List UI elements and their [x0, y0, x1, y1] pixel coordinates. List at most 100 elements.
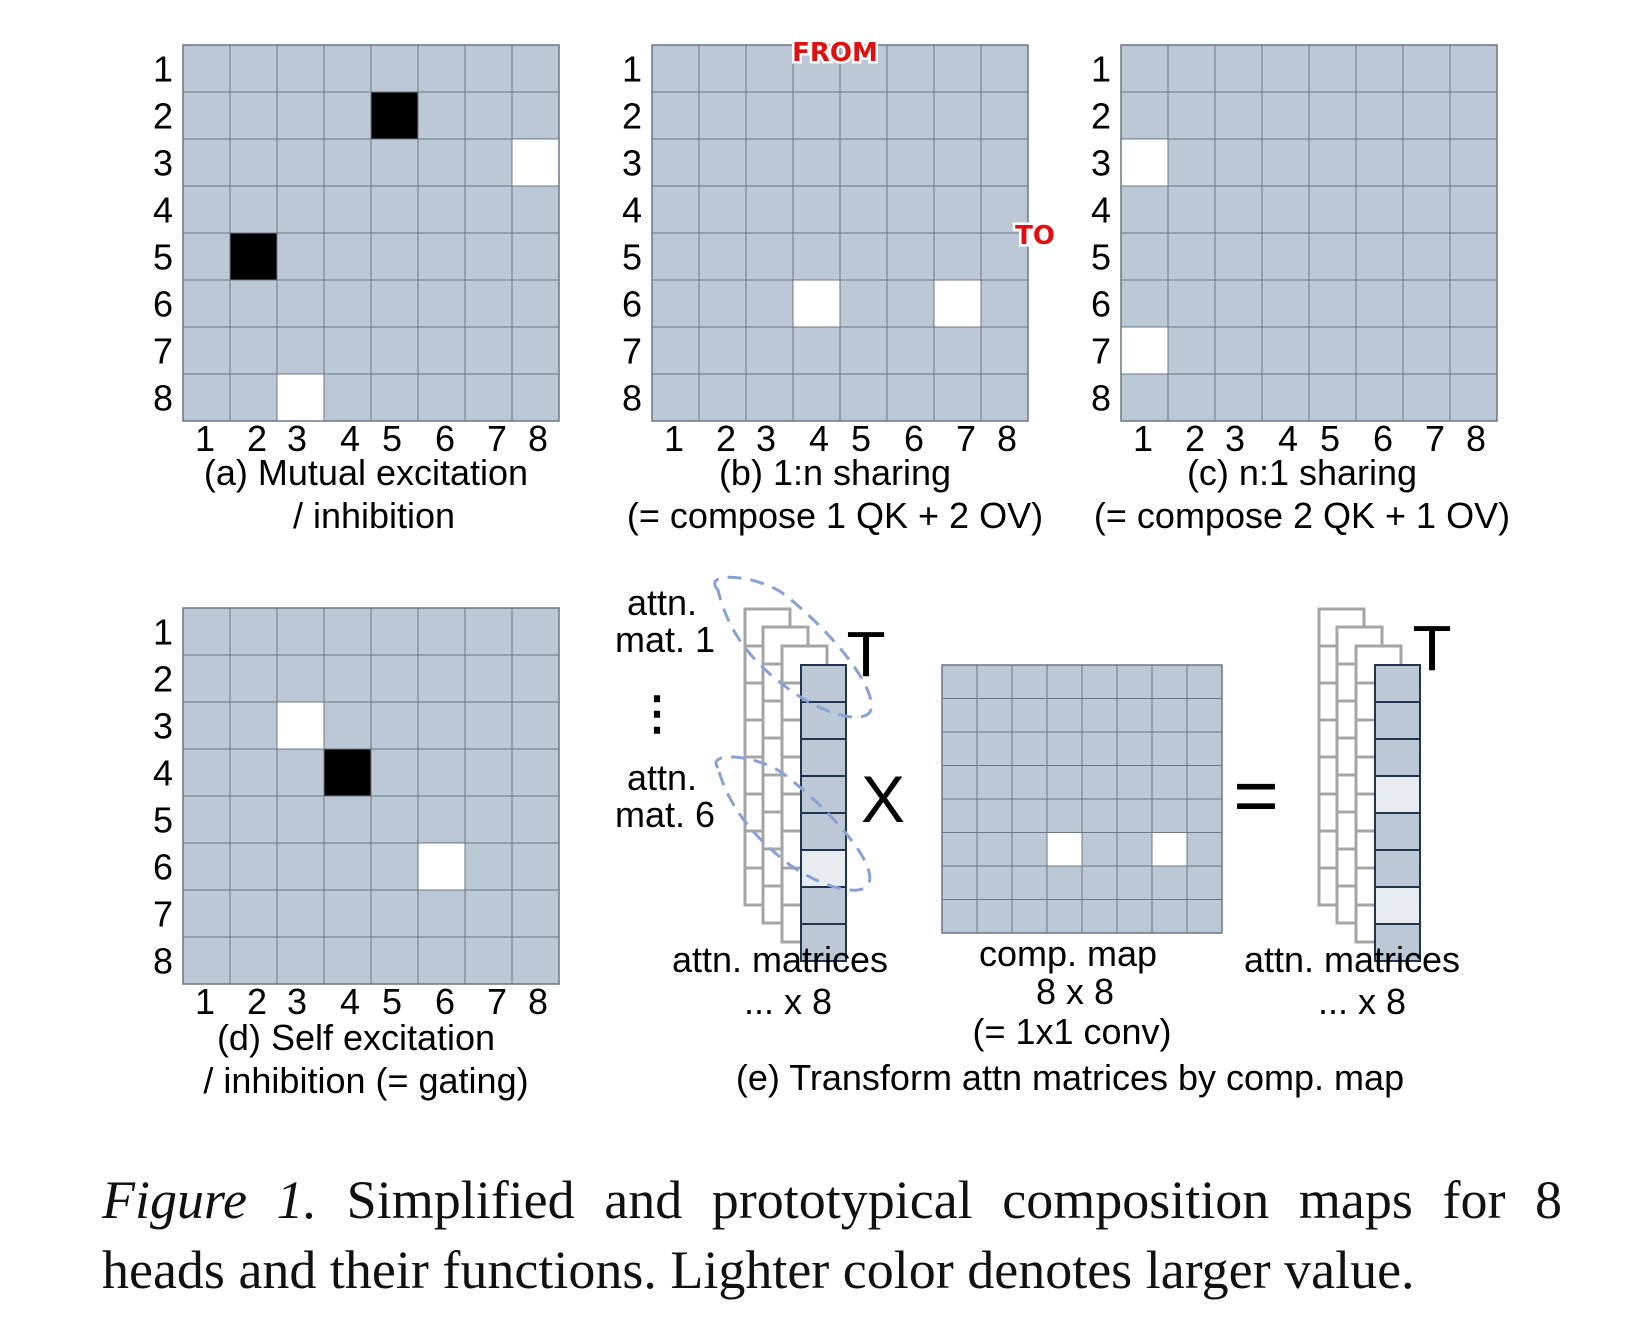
cell-r3-c1: [182, 701, 231, 750]
cell-r6-c4: [323, 842, 372, 891]
comp-cell-r1-c7: [1151, 664, 1188, 699]
attn-mat-6-label-line1: attn.: [627, 757, 697, 798]
cell-r1-c2: [229, 44, 278, 93]
left-stack-label-line2: ... x 8: [744, 981, 832, 1022]
cell-r4-c1: [651, 185, 700, 234]
row-label: 6: [1091, 284, 1111, 325]
panel-b-row-labels: 1 2 3 4 5 6 7 8: [622, 49, 642, 419]
cell-r2-c4: [323, 91, 372, 140]
cell-r4-c1: [1120, 185, 1169, 234]
row-label: 4: [1091, 190, 1111, 231]
comp-cell-r3-c2: [976, 731, 1013, 766]
cell-r7-c7: [464, 326, 513, 375]
cell-r6-c3: [276, 279, 325, 328]
panel-d-row-labels: 1 2 3 4 5 6 7 8: [153, 612, 173, 982]
cell-r6-c5: [370, 842, 419, 891]
cell-r3-c2: [229, 138, 278, 187]
cell-r1-c4: [1261, 44, 1310, 93]
cell-r8-c2: [229, 936, 278, 985]
cell-r5-c3: [745, 232, 794, 281]
cell-r4-c6: [417, 185, 466, 234]
cell-r4-c1: [182, 185, 231, 234]
cell-r1-c6: [417, 607, 466, 656]
cell-r6-c5: [370, 279, 419, 328]
row-label: 3: [153, 143, 173, 184]
cell-r3-c8: [980, 138, 1029, 187]
cell-r4-c2: [229, 185, 278, 234]
cell-r3-c5: [370, 138, 419, 187]
cell-r8-c8: [980, 373, 1029, 422]
cell-r2-c5: [839, 91, 888, 140]
cell-r1-c8: [511, 44, 560, 93]
col-label: 1: [195, 418, 215, 459]
cell-r5-c4: [792, 232, 841, 281]
comp-map-border: [941, 664, 1223, 934]
comp-cell-r6-c5: [1081, 832, 1118, 867]
cell-r6-c3: [745, 279, 794, 328]
cell-r1-c6: [417, 44, 466, 93]
comp-cell-r5-c6: [1116, 798, 1153, 833]
cell-r8-c2: [698, 373, 747, 422]
cell-r8-c8: [511, 373, 560, 422]
cell-r6-c2: [229, 842, 278, 891]
cell-r6-c1: [182, 842, 231, 891]
col-label: 4: [1278, 418, 1298, 459]
col-label: 7: [1425, 418, 1445, 459]
col-label: 8: [528, 981, 548, 1022]
cell-r7-c1: [182, 889, 231, 938]
comp-map-grid: [941, 664, 1223, 934]
cell-r3-c6: [1355, 138, 1404, 187]
cell-r7-c8: [511, 889, 560, 938]
cell-r8-c5: [370, 373, 419, 422]
comp-cell-r4-c5: [1081, 765, 1118, 800]
cell-r1-c3: [1214, 44, 1263, 93]
cell-r8-c1: [651, 373, 700, 422]
col-label: 2: [1185, 418, 1205, 459]
cell-r7-c8: [1449, 326, 1498, 375]
col-label: 3: [1225, 418, 1245, 459]
comp-cell-r4-c6: [1116, 765, 1153, 800]
comp-cell-r1-c8: [1186, 664, 1223, 699]
cell-r6-c4: [792, 279, 841, 328]
col-label: 1: [195, 981, 215, 1022]
cell-r8-c1: [182, 936, 231, 985]
cell-r6-c5: [1308, 279, 1357, 328]
cell-r7-c7: [464, 889, 513, 938]
comp-cell-r2-c6: [1116, 698, 1153, 733]
cell-r1-c2: [1167, 44, 1216, 93]
right-stack-front-cell-2: [1374, 701, 1421, 740]
attn-mat-1-label-line2: mat. 1: [615, 619, 715, 660]
to-label: TO: [1015, 221, 1055, 251]
cell-r6-c2: [229, 279, 278, 328]
right-stack-front-cell-3: [1374, 738, 1421, 777]
cell-r1-c1: [1120, 44, 1169, 93]
col-label: 7: [487, 981, 507, 1022]
cell-r5-c1: [182, 232, 231, 281]
cell-r2-c5: [370, 654, 419, 703]
cell-r4-c2: [698, 185, 747, 234]
left-stack-front-cell-6: [800, 849, 847, 888]
row-label: 7: [1091, 331, 1111, 372]
cell-r8-c4: [323, 936, 372, 985]
panel-c-caption-line2: (= compose 2 QK + 1 OV): [1094, 495, 1510, 536]
cell-r3-c1: [651, 138, 700, 187]
cell-r8-c3: [1214, 373, 1263, 422]
comp-cell-r7-c8: [1186, 865, 1223, 900]
comp-cell-r8-c5: [1081, 899, 1118, 934]
cell-r4-c8: [511, 185, 560, 234]
cell-r1-c8: [1449, 44, 1498, 93]
comp-cell-r8-c2: [976, 899, 1013, 934]
left-stack-front-cell-3: [800, 738, 847, 777]
comp-cell-r1-c6: [1116, 664, 1153, 699]
row-label: 8: [153, 941, 173, 982]
panel-a-caption-line1: (a) Mutual excitation: [204, 452, 528, 493]
cell-r2-c1: [651, 91, 700, 140]
cell-r7-c1: [1120, 326, 1169, 375]
cell-r1-c6: [1355, 44, 1404, 93]
cell-r2-c7: [464, 654, 513, 703]
cell-r4-c5: [1308, 185, 1357, 234]
